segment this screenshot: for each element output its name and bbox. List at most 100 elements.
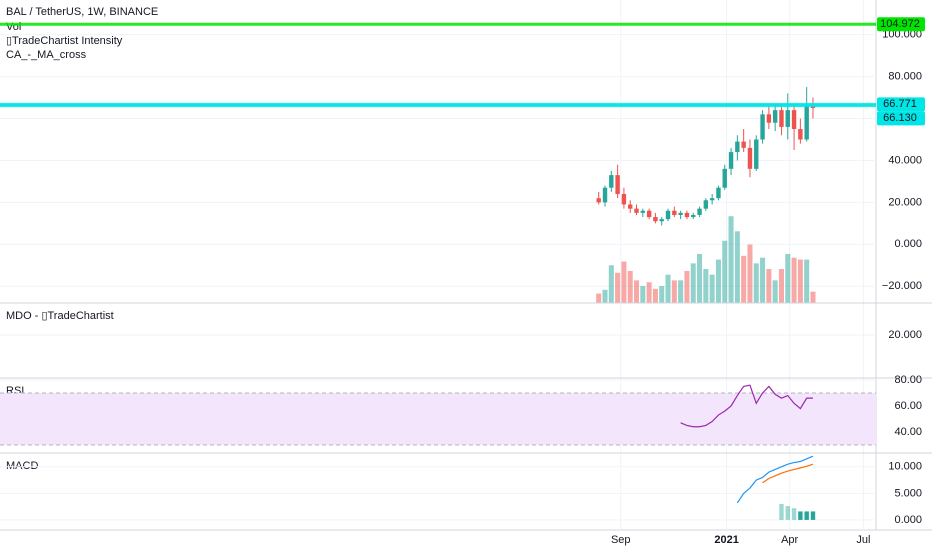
y-tick-label: 40.000 <box>888 154 922 166</box>
x-tick-label: Sep <box>611 534 631 546</box>
candle-body <box>672 210 677 215</box>
candle-body <box>697 208 702 215</box>
volume-bar <box>602 289 608 303</box>
indicator-label: ▯TradeChartist Intensity <box>6 35 123 47</box>
y-tick-label: 20.000 <box>888 329 922 341</box>
price-label-box <box>877 97 925 112</box>
candle-body <box>646 210 652 218</box>
volume-bar <box>728 216 734 303</box>
y-tick-label: 60.00 <box>894 400 922 412</box>
candle-body <box>621 193 627 205</box>
price-label-box <box>877 111 925 126</box>
candle-body <box>766 114 772 123</box>
histogram-bar <box>804 511 809 520</box>
volume-bar <box>741 255 747 303</box>
volume-bar <box>640 286 646 303</box>
candle-body <box>804 105 809 140</box>
volume-bar <box>659 286 665 303</box>
volume-bar <box>684 270 690 303</box>
price-label: 66.130 <box>883 112 917 124</box>
y-tick-label: 5.000 <box>894 487 922 499</box>
volume-bar <box>753 263 759 303</box>
pane-title: MACD <box>6 460 38 472</box>
volume-bar <box>709 274 715 303</box>
candle-body <box>634 208 639 213</box>
y-tick-label: 80.00 <box>894 374 922 386</box>
candle-body <box>665 210 671 220</box>
macd-line <box>736 455 814 504</box>
macd-line <box>762 463 814 484</box>
volume-bar <box>715 259 721 303</box>
volume-bar <box>804 259 810 303</box>
candle-body <box>772 110 778 123</box>
candle-body <box>691 214 696 218</box>
price-label-box <box>877 17 925 32</box>
volume-bar <box>722 240 728 303</box>
volume-bar <box>690 263 696 303</box>
volume-bar <box>760 257 766 303</box>
volume-bar <box>810 291 816 303</box>
histogram-bar <box>791 508 797 520</box>
x-tick-label: Jul <box>856 534 870 546</box>
candle-body <box>735 141 740 153</box>
candle-body <box>791 110 797 130</box>
candle-body <box>779 110 784 127</box>
volume-bar <box>797 259 803 303</box>
indicator-label: CA_-_MA_cross <box>6 49 87 61</box>
y-tick-label: 0.000 <box>894 238 922 250</box>
volume-bar <box>615 272 621 303</box>
pane-title: MDO - ▯TradeChartist <box>6 310 114 322</box>
volume-bar <box>596 293 602 303</box>
volume-bar <box>766 269 772 303</box>
y-tick-label: 40.00 <box>894 426 922 438</box>
candle-body <box>728 152 734 169</box>
chart-title: BAL / TetherUS, 1W, BINANCE <box>6 6 158 18</box>
histogram-bar <box>779 503 784 520</box>
x-tick-label: Apr <box>781 534 798 546</box>
y-tick-label: 100.000 <box>882 29 922 41</box>
volume-bar <box>633 280 640 303</box>
y-tick-label: 20.000 <box>888 196 922 208</box>
histogram-bar <box>810 511 816 520</box>
volume-bar <box>703 269 709 303</box>
candle-body <box>684 212 690 218</box>
volume-bar <box>627 270 633 303</box>
volume-bar <box>678 280 684 303</box>
volume-bar <box>608 265 614 303</box>
candle-body <box>659 219 664 222</box>
volume-bar <box>772 280 778 303</box>
candle-body <box>678 212 683 215</box>
candle-body <box>709 198 715 201</box>
candle-body <box>653 217 658 222</box>
indicator-label: Vol <box>6 21 21 33</box>
volume-bar <box>747 244 753 303</box>
price-label: 104.972 <box>880 18 920 30</box>
histogram-bar <box>785 506 790 520</box>
volume-bar <box>646 282 652 303</box>
y-tick-label: −20.000 <box>882 280 922 292</box>
volume-bar <box>734 231 740 303</box>
candle-body <box>760 114 765 140</box>
candle-body <box>785 110 790 127</box>
volume-bar <box>652 288 658 303</box>
volume-bar <box>671 280 677 303</box>
price-label: 66.771 <box>883 98 917 110</box>
rsi-band <box>0 392 876 445</box>
candle-body <box>716 187 721 199</box>
y-tick-label: 80.000 <box>888 71 922 83</box>
candle-body <box>609 175 614 188</box>
volume-bar <box>791 257 797 303</box>
candle-body <box>703 200 709 209</box>
candle-body <box>602 187 608 203</box>
y-tick-label: 10.000 <box>888 461 922 473</box>
y-tick-label: 0.000 <box>894 514 922 526</box>
candle-body <box>640 210 646 213</box>
volume-bar <box>697 253 703 303</box>
candle-body <box>754 139 759 169</box>
candle-body <box>628 204 633 209</box>
candle-body <box>798 129 803 140</box>
candle-body <box>741 141 746 148</box>
candle-body <box>722 168 727 188</box>
